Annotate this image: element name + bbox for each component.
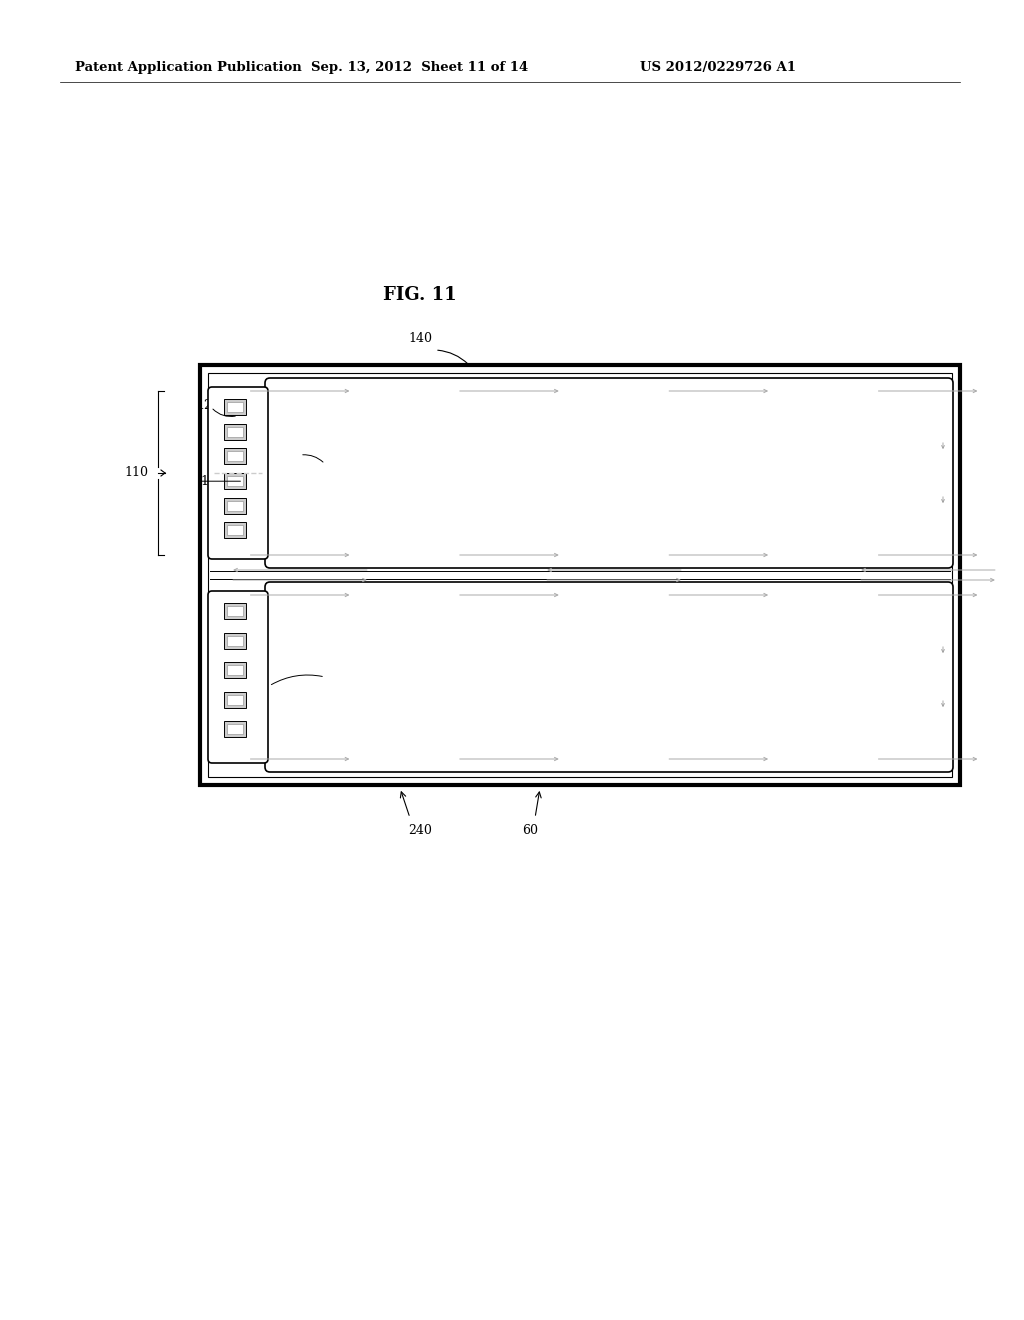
Text: 120: 120 (196, 399, 220, 412)
FancyBboxPatch shape (265, 582, 953, 772)
Text: 130: 130 (200, 475, 224, 487)
Bar (224, 722, 246, 738)
FancyBboxPatch shape (208, 591, 268, 763)
Bar (227, 500, 243, 511)
Text: US 2012/0229726 A1: US 2012/0229726 A1 (640, 62, 796, 74)
Text: 150: 150 (330, 458, 354, 470)
Bar (224, 692, 246, 708)
Bar (224, 523, 246, 539)
Bar (227, 694, 243, 705)
Text: Sep. 13, 2012  Sheet 11 of 14: Sep. 13, 2012 Sheet 11 of 14 (311, 62, 528, 74)
Bar (224, 473, 246, 488)
Text: 250: 250 (330, 671, 353, 684)
Bar (224, 663, 246, 678)
Bar (227, 477, 243, 486)
Text: 110: 110 (124, 466, 148, 479)
Bar (224, 603, 246, 619)
Bar (227, 665, 243, 676)
Bar (227, 725, 243, 734)
Text: 240: 240 (408, 824, 432, 837)
Bar (224, 399, 246, 414)
Bar (224, 632, 246, 648)
Bar (224, 449, 246, 465)
FancyBboxPatch shape (265, 378, 953, 568)
FancyBboxPatch shape (208, 387, 268, 558)
Bar (227, 636, 243, 645)
Bar (224, 424, 246, 440)
Text: Patent Application Publication: Patent Application Publication (75, 62, 302, 74)
Bar (224, 498, 246, 513)
Bar (208, 374, 952, 777)
Bar (227, 606, 243, 616)
Text: 140: 140 (408, 333, 432, 345)
Text: FIG. 11: FIG. 11 (383, 286, 457, 304)
Bar (227, 525, 243, 536)
Bar (200, 366, 961, 785)
Bar (227, 451, 243, 461)
Text: 60: 60 (522, 824, 538, 837)
Bar (227, 403, 243, 412)
Bar (227, 426, 243, 437)
